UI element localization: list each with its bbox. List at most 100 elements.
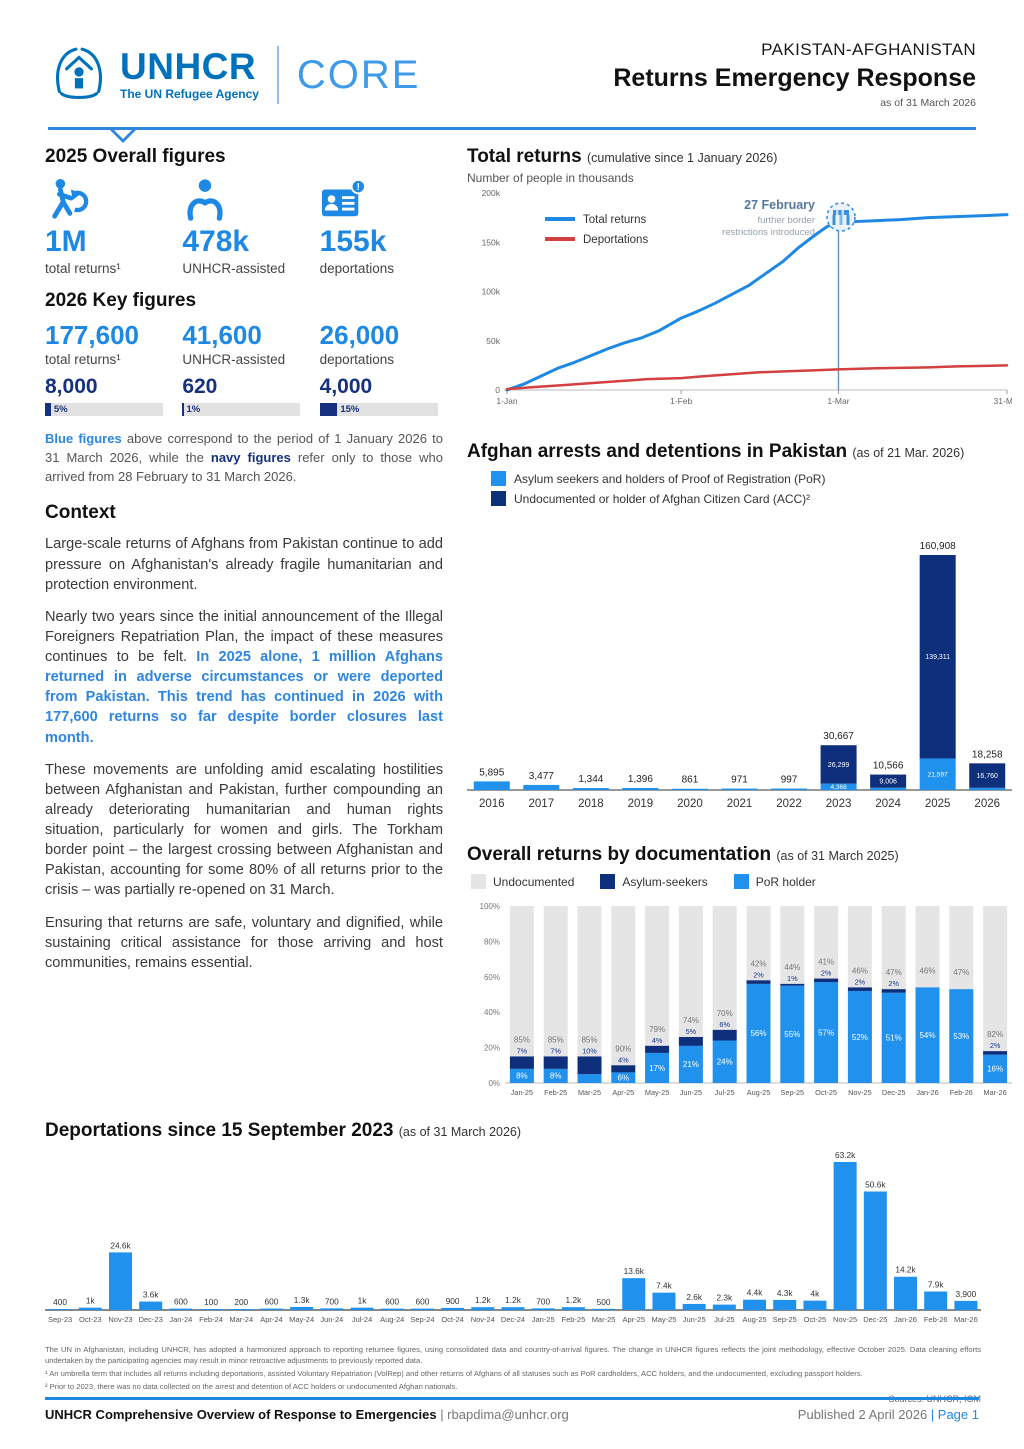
chart-label: Mar-26: [954, 1315, 978, 1324]
chart-label: 1%: [787, 974, 798, 983]
chart-label: 1,344: [578, 774, 603, 785]
helping-hands-icon: [187, 179, 223, 221]
unhcr-emblem-icon: [56, 47, 102, 99]
bar-por: [712, 1040, 737, 1083]
chart-label: 2%: [888, 979, 899, 988]
bar-por: [814, 982, 839, 1083]
chart-label: Jan-25: [532, 1315, 555, 1324]
chart-label: Feb-26: [924, 1315, 948, 1324]
chart-label: 21,597: [928, 772, 948, 779]
chart-label: 56%: [750, 1029, 766, 1038]
footnote-methodology: The UN in Afghanistan, including UNHCR, …: [45, 1345, 981, 1365]
chart-title-documentation: Overall returns by documentation (as of …: [467, 844, 899, 865]
chart-label: 55%: [784, 1030, 800, 1039]
chart-label: 400: [53, 1297, 67, 1307]
chart-label: Aug-25: [742, 1315, 766, 1324]
navy-value: 620: [182, 374, 218, 398]
chart-label: Sep-25: [773, 1315, 797, 1324]
bar-por: [746, 983, 771, 1083]
documentation-block: Overall returns by documentation (as of …: [467, 844, 1012, 1107]
chart-label: Jul-25: [714, 1315, 734, 1324]
chart-label: 85%: [581, 1035, 597, 1044]
progress-fill: [182, 402, 184, 416]
footer-right: Published 2 April 2026 | Page 1: [797, 1407, 979, 1422]
chart-label: 14.2k: [895, 1265, 916, 1275]
chart-label: May-25: [651, 1315, 676, 1324]
svg-text:!: !: [356, 181, 360, 193]
progress-label: 1%: [186, 403, 201, 415]
chart-label: 2022: [776, 798, 802, 810]
chart-label: 85%: [548, 1035, 564, 1044]
chart-label: 2021: [727, 798, 753, 810]
chart-label: Oct-25: [815, 1088, 837, 1097]
chart-label: 24%: [717, 1058, 733, 1067]
chart-label: 600: [415, 1297, 429, 1307]
bar-asylum: [543, 1056, 568, 1069]
navy-value: 8,000: [45, 374, 98, 398]
bar-undocumented: [611, 906, 636, 1083]
page-footer: UNHCR Comprehensive Overview of Response…: [45, 1397, 979, 1422]
documentation-legend: Undocumented Asylum-seekers PoR holder: [471, 874, 984, 889]
bar-por: [721, 788, 758, 790]
progress-fill: [319, 402, 338, 416]
chart-label: 3.6k: [143, 1290, 160, 1300]
chart-label: 6%: [719, 1020, 730, 1029]
context-paragraphs: Large-scale returns of Afghans from Paki…: [45, 534, 443, 973]
chart-label: 2%: [855, 977, 866, 986]
chart-label: 31-Mar: [994, 396, 1012, 406]
chart-label: 200: [234, 1297, 248, 1307]
navy-stat-unhcr-assisted: 620 1%: [182, 375, 305, 416]
chart-label: 41%: [818, 958, 834, 967]
chart-label: 44%: [784, 963, 800, 972]
chart-label: 46%: [852, 966, 868, 975]
bar-month: [139, 1301, 163, 1310]
chart-label: 2018: [578, 798, 604, 810]
chart-label: 13.6k: [624, 1266, 645, 1276]
chart-label: 50k: [486, 336, 500, 346]
bar-asylum: [881, 989, 906, 993]
chart-label: Jul-25: [715, 1088, 735, 1097]
chart-label: 1-Feb: [670, 396, 692, 406]
chart-label: Nov-23: [108, 1315, 132, 1324]
bar-month: [501, 1307, 525, 1310]
chart-label: 2.3k: [717, 1293, 734, 1303]
brand-divider: [276, 45, 279, 104]
chart-label: 1.2k: [566, 1295, 583, 1305]
chart-label: 4%: [652, 1036, 663, 1045]
legend-item-undocumented: Undocumented: [471, 874, 574, 889]
chart-label: Mar-26: [984, 1088, 1007, 1097]
bar-month: [290, 1306, 314, 1310]
bar-month: [229, 1309, 253, 1310]
bar-por: [572, 788, 609, 790]
chart-label: 30,667: [823, 731, 854, 742]
bar-month: [803, 1300, 827, 1310]
footnotes: The UN in Afghanistan, including UNHCR, …: [45, 1344, 981, 1404]
chart-label: 18,258: [972, 749, 1003, 760]
bar-month: [773, 1299, 797, 1310]
chart-label: 1.2k: [505, 1295, 522, 1305]
bar-month: [743, 1299, 767, 1310]
chart-label: 5,895: [479, 767, 504, 778]
chart-label: Mar-24: [229, 1315, 253, 1324]
stat-label: deportations: [319, 351, 394, 367]
bar-asylum: [780, 983, 805, 986]
chart-label: 2.6k: [686, 1292, 703, 1302]
chart-label: 7.4k: [656, 1281, 673, 1291]
chart-label: 1-Jan: [496, 396, 518, 406]
chart-label: 8%: [550, 1072, 562, 1081]
chart-label: 46%: [919, 966, 935, 975]
stat-total-returns-2025: 1M total returns¹: [45, 178, 168, 276]
chart-label: 85%: [514, 1035, 530, 1044]
context-paragraph: These movements are unfolding amid escal…: [45, 761, 443, 899]
chart-label: 47%: [886, 968, 902, 977]
chart-label: 54%: [919, 1031, 935, 1040]
bar-por: [780, 985, 805, 1083]
chart-title-arrests: Afghan arrests and detentions in Pakista…: [467, 441, 965, 462]
bar-asylum: [645, 1045, 670, 1053]
bar-month: [894, 1276, 918, 1310]
chart-label: 2025: [925, 798, 951, 810]
navy-value: 4,000: [319, 374, 373, 398]
progress-bar: 5%: [45, 402, 163, 416]
chart-label: 997: [781, 775, 798, 786]
